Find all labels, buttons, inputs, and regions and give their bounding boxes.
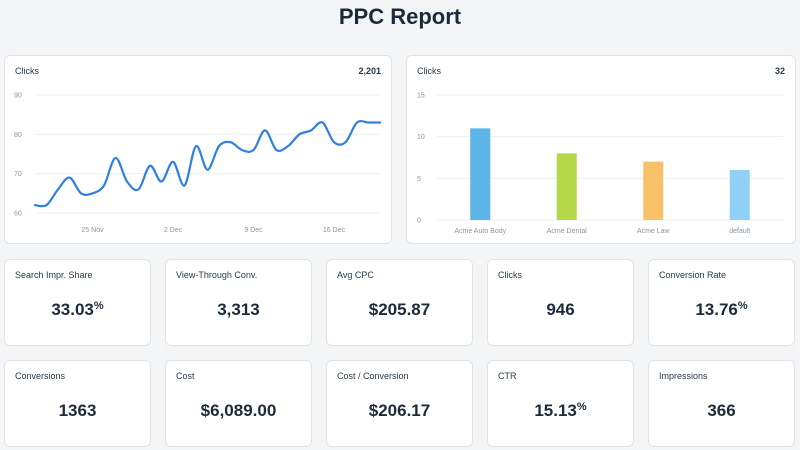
kpi-value: 1363	[5, 401, 150, 421]
kpi-card: Search Impr. Share 33.03%	[4, 259, 151, 346]
kpi-number: $205.87	[368, 300, 431, 319]
clicks-bar-chart-panel: Clicks 32 0 5 10 15 Acme Auto Body Acme Denta…	[406, 55, 796, 244]
kpi-label: Impressions	[659, 371, 708, 381]
kpi-value: $205.87	[327, 300, 472, 320]
kpi-number: $6,089.00	[200, 401, 277, 420]
kpi-card: Conversions 1363	[4, 360, 151, 447]
bar	[556, 153, 577, 220]
kpi-value: 33.03%	[5, 300, 150, 320]
kpi-label: Clicks	[498, 270, 522, 280]
kpi-number: $206.17	[368, 401, 431, 420]
clicks-series-line	[33, 119, 382, 208]
bar-chart-title: Clicks	[417, 66, 441, 76]
y-tick-label: 0	[417, 218, 421, 225]
bar	[643, 161, 664, 220]
kpi-card: Cost / Conversion $206.17	[326, 360, 473, 447]
kpi-label: Search Impr. Share	[15, 270, 93, 280]
kpi-suffix: %	[576, 401, 587, 413]
x-category-label: Acme Law	[637, 228, 671, 235]
x-tick-label: 16 Dec	[323, 227, 346, 234]
kpi-card: Cost $6,089.00	[165, 360, 312, 447]
y-tick-label: 90	[14, 93, 22, 100]
x-category-label: Acme Auto Body	[454, 228, 506, 235]
x-category-label: default	[729, 228, 750, 235]
kpi-card: Avg CPC $205.87	[326, 259, 473, 346]
kpi-card: View-Through Conv. 3,313	[165, 259, 312, 346]
kpi-suffix: %	[737, 300, 748, 312]
kpi-value: 15.13%	[488, 401, 633, 421]
kpi-card: Clicks 946	[487, 259, 634, 346]
y-tick-label: 70	[14, 171, 22, 178]
kpi-number: 946	[546, 300, 575, 319]
kpi-value: $6,089.00	[166, 401, 311, 421]
kpi-value: $206.17	[327, 401, 472, 421]
kpi-number: 3,313	[217, 300, 260, 319]
kpi-number: 1363	[58, 401, 97, 420]
x-tick-label: 2 Dec	[164, 227, 183, 234]
kpi-label: View-Through Conv.	[176, 270, 258, 280]
y-tick-label: 60	[14, 211, 22, 218]
kpi-value: 366	[649, 401, 794, 421]
x-tick-label: 25 Nov	[81, 227, 104, 234]
y-tick-label: 80	[14, 132, 22, 139]
x-category-label: Acme Dental	[547, 228, 588, 235]
y-tick-label: 5	[417, 176, 421, 183]
kpi-label: Cost / Conversion	[337, 371, 409, 381]
y-tick-label: 15	[417, 93, 425, 100]
kpi-number: 15.13	[534, 401, 577, 420]
page-title: PPC Report	[338, 4, 462, 29]
kpi-card: Impressions 366	[648, 360, 795, 447]
kpi-card: Conversion Rate 13.76%	[648, 259, 795, 346]
x-tick-label: 9 Dec	[244, 227, 263, 234]
kpi-label: Cost	[176, 371, 195, 381]
line-chart-total: 2,201	[358, 66, 381, 76]
clicks-line-chart: 60 70 80 90 25 Nov 2 Dec 9 Dec 16 Dec	[14, 93, 382, 234]
kpi-label: Conversions	[15, 371, 66, 381]
bar	[470, 128, 491, 220]
kpi-number: 366	[707, 401, 736, 420]
line-chart-title: Clicks	[15, 66, 39, 76]
bar-chart-total: 32	[774, 66, 785, 76]
kpi-suffix: %	[93, 300, 104, 312]
y-tick-label: 10	[417, 134, 425, 141]
kpi-card: CTR 15.13%	[487, 360, 634, 447]
kpi-value: 13.76%	[649, 300, 794, 320]
kpi-label: Conversion Rate	[659, 270, 727, 280]
clicks-bar-chart: 0 5 10 15 Acme Auto Body Acme Dental Acme Law d…	[417, 93, 783, 235]
bar	[729, 170, 750, 220]
kpi-label: CTR	[498, 371, 517, 381]
clicks-line-chart-panel: Clicks 2,201 60 70 80 90 25 Nov 2 Dec 9 Dec 16 …	[4, 55, 392, 244]
kpi-number: 33.03	[51, 300, 94, 319]
kpi-label: Avg CPC	[337, 270, 374, 280]
kpi-number: 13.76	[695, 300, 738, 319]
kpi-value: 946	[488, 300, 633, 320]
kpi-value: 3,313	[166, 300, 311, 320]
